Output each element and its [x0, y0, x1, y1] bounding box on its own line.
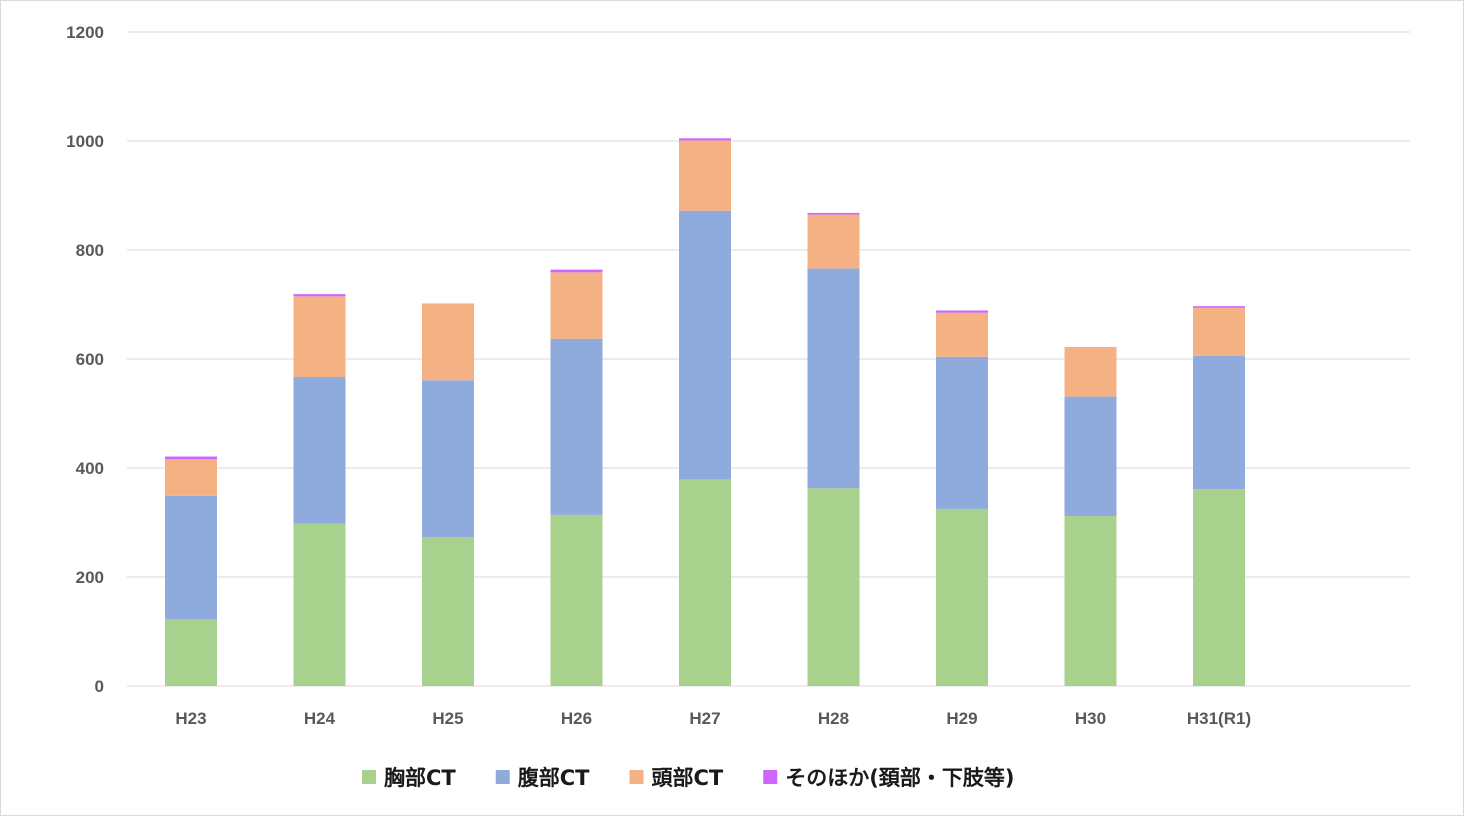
- bar-segment: [1064, 347, 1117, 397]
- bar-segment: [936, 312, 988, 357]
- legend-swatch: [362, 770, 376, 784]
- bar-segment: [422, 380, 474, 538]
- legend-label: 頭部CT: [652, 766, 724, 790]
- legend-item: そのほか(頚部・下肢等): [763, 766, 1014, 790]
- y-tick-label: 1000: [66, 132, 104, 151]
- bar-segment: [1193, 355, 1245, 490]
- bar-segment: [936, 508, 988, 686]
- legend: 胸部CT 腹部CT 頭部CT そのほか(頚部・下肢等): [362, 766, 1014, 790]
- bar-segment: [165, 456, 217, 460]
- bar-segment: [293, 523, 346, 686]
- x-tick-label: H25: [432, 709, 463, 728]
- x-tick-label: H27: [689, 709, 720, 728]
- bar-segment: [550, 514, 603, 686]
- y-tick-label: 800: [76, 241, 104, 260]
- bar-segment: [679, 479, 731, 686]
- legend-swatch: [495, 770, 510, 784]
- bar-segment: [550, 338, 603, 515]
- bar-segment: [293, 296, 346, 377]
- legend-item: 頭部CT: [629, 766, 724, 790]
- bar-segment: [422, 303, 474, 381]
- bar-segment: [293, 376, 346, 524]
- legend-label: 胸部CT: [384, 766, 456, 790]
- bar-segment: [936, 310, 988, 313]
- x-tick-label: H31(R1): [1187, 709, 1251, 728]
- y-tick-label: 0: [95, 677, 104, 696]
- bar-segment: [679, 210, 731, 480]
- legend-label: そのほか(頚部・下肢等): [785, 766, 1014, 790]
- x-tick-label: H30: [1075, 709, 1106, 728]
- legend-item: 胸部CT: [362, 766, 456, 790]
- bar-segment: [936, 356, 988, 509]
- bar-segment: [1064, 396, 1117, 516]
- x-tick-label: H26: [561, 709, 592, 728]
- bar-segment: [1064, 515, 1117, 686]
- y-tick-label: 1200: [66, 23, 104, 42]
- x-tick-label: H28: [818, 709, 849, 728]
- y-axis-ticks: 0 200 400 600 800 1000 1200: [66, 23, 104, 696]
- y-tick-label: 200: [76, 568, 104, 587]
- x-axis-ticks: H23 H24 H25 H26 H27 H28 H29 H30 H31(R1): [175, 709, 1251, 728]
- x-tick-label: H23: [175, 709, 206, 728]
- bar-segment: [807, 268, 860, 489]
- legend-swatch: [629, 770, 644, 784]
- bar-segment: [165, 495, 217, 619]
- legend-item: 腹部CT: [495, 766, 590, 790]
- bar-segment: [1193, 306, 1245, 308]
- bar-segment: [165, 618, 217, 686]
- bar-segment: [550, 272, 603, 339]
- bar-segment: [1193, 489, 1245, 686]
- bar-segment: [293, 294, 346, 297]
- bar-segment: [550, 269, 603, 273]
- bar-segment: [807, 212, 860, 215]
- x-tick-label: H24: [304, 709, 336, 728]
- bar-segment: [422, 537, 474, 686]
- y-tick-label: 600: [76, 350, 104, 369]
- bar-segment: [679, 140, 731, 211]
- bar-segment: [807, 488, 860, 686]
- x-tick-label: H29: [946, 709, 977, 728]
- y-tick-label: 400: [76, 459, 104, 478]
- bars: [165, 138, 1245, 686]
- legend-swatch: [763, 770, 778, 784]
- bar-segment: [1193, 307, 1245, 356]
- legend-label: 腹部CT: [518, 766, 590, 790]
- bar-segment: [165, 459, 217, 496]
- bar-segment: [679, 138, 731, 141]
- bar-segment: [807, 214, 860, 269]
